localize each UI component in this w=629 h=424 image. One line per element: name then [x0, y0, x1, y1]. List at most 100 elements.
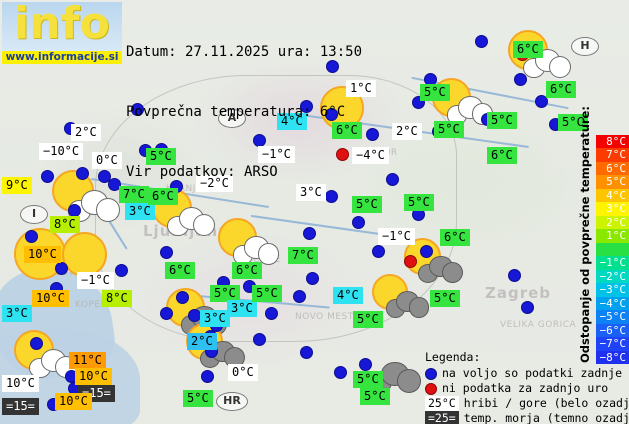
station-available-icon[interactable]: [303, 227, 316, 240]
temperature-label: 2°C: [187, 333, 217, 350]
station-available-icon[interactable]: [201, 370, 214, 383]
temperature-label: 5°C: [487, 112, 517, 129]
scale-stop-13: −5°C: [596, 310, 629, 324]
scale-stop-12: −4°C: [596, 296, 629, 311]
station-available-icon[interactable]: [115, 264, 128, 277]
station-available-icon[interactable]: [372, 245, 385, 258]
temperature-label: 5°C: [404, 194, 434, 211]
legend-item-3: =25= temp. morja (temno ozadje): [425, 411, 629, 424]
cloud-white-icon: [232, 235, 280, 265]
temperature-label: 10°C: [2, 375, 39, 392]
temperature-label: 10°C: [55, 393, 92, 410]
station-missing-icon: [425, 382, 437, 395]
scale-stop-3: 5°C: [596, 175, 629, 189]
city-label: Zagreb: [485, 284, 552, 302]
scale-stop-7: 1°C: [596, 229, 629, 243]
logo-url: www.informacije.si: [2, 51, 122, 64]
station-available-icon[interactable]: [41, 170, 54, 183]
station-available-icon[interactable]: [326, 60, 339, 73]
station-available-icon: [425, 367, 437, 380]
cloud-white-icon: [29, 347, 78, 379]
legend-item-label: na voljo so podatki zadnje ure: [442, 366, 629, 380]
station-available-icon[interactable]: [366, 128, 379, 141]
scale-stop-11: −3°C: [596, 283, 629, 297]
scale-stop-5: 3°C: [596, 202, 629, 216]
header-info: Datum: 27.11.2025 ura: 13:50 Povprečna t…: [126, 2, 362, 222]
temperature-label: 4°C: [333, 287, 363, 304]
station-available-icon[interactable]: [386, 173, 399, 186]
station-available-icon[interactable]: [334, 366, 347, 379]
temperature-label: −1°C: [77, 272, 114, 289]
station-available-icon[interactable]: [265, 307, 278, 320]
temperature-label: 10°C: [32, 290, 69, 307]
station-available-icon[interactable]: [98, 170, 111, 183]
temperature-label: 9°C: [2, 177, 32, 194]
temperature-label: 6°C: [513, 41, 543, 58]
weather-icon-sun-cloud-white: [14, 330, 78, 388]
temperature-label: 2°C: [71, 124, 101, 141]
temperature-label: 6°C: [332, 122, 362, 139]
station-available-icon[interactable]: [176, 291, 189, 304]
station-available-icon[interactable]: [30, 337, 43, 350]
temperature-label: 4°C: [277, 113, 307, 130]
info-logo[interactable]: info www.informacije.si: [2, 2, 122, 64]
legend-title: Legenda:: [425, 350, 481, 364]
station-available-icon[interactable]: [359, 358, 372, 371]
station-available-icon[interactable]: [108, 178, 121, 191]
station-available-icon[interactable]: [300, 346, 313, 359]
legend-item-label: temp. morja (temno ozadje): [463, 411, 629, 424]
scale-stop-1: 7°C: [596, 148, 629, 162]
temperature-label: 6°C: [232, 262, 262, 279]
weather-icon-sun-cloud-gray: [372, 274, 430, 326]
station-available-icon[interactable]: [352, 216, 365, 229]
station-available-icon[interactable]: [160, 246, 173, 259]
city-label: KOPER: [75, 300, 108, 310]
station-available-icon[interactable]: [55, 262, 68, 275]
weather-icon-sun-cloud-white: [218, 218, 280, 274]
station-available-icon[interactable]: [521, 301, 534, 314]
temperature-label: 8°C: [50, 216, 80, 233]
scale-title: Odstopanje od povprečne temperature:: [578, 106, 592, 363]
temperature-label: −2°C: [196, 175, 233, 192]
station-available-icon[interactable]: [306, 272, 319, 285]
station-available-icon[interactable]: [420, 245, 433, 258]
station-missing-icon[interactable]: [336, 148, 349, 161]
temperature-label: 1°C: [346, 80, 376, 97]
station-available-icon[interactable]: [514, 73, 527, 86]
logo-wordmark: info: [14, 2, 110, 49]
temperature-label: 7°C: [119, 186, 149, 203]
station-available-icon[interactable]: [325, 108, 338, 121]
scale-stop-4: 4°C: [596, 188, 629, 203]
legend-item-1: ni podatka za zadnjo uro: [425, 381, 625, 396]
temperature-label: 5°C: [146, 148, 176, 165]
sea-temp-sample-tag: =25=: [425, 411, 459, 424]
station-missing-icon[interactable]: [404, 255, 417, 268]
country-marker-i: I: [20, 205, 48, 224]
sun-icon: [62, 232, 108, 278]
station-available-icon[interactable]: [25, 230, 38, 243]
temperature-label: 10°C: [75, 368, 112, 385]
scale-stop-6: 2°C: [596, 215, 629, 230]
station-available-icon[interactable]: [131, 103, 144, 116]
header-source-line: Vir podatkov: ARSO: [126, 164, 278, 180]
station-available-icon[interactable]: [293, 290, 306, 303]
temperature-label: 6°C: [148, 188, 178, 205]
station-available-icon[interactable]: [76, 167, 89, 180]
scale-stop-2: 6°C: [596, 161, 629, 176]
scale-stop-16: −8°C: [596, 350, 629, 364]
station-available-icon[interactable]: [300, 100, 313, 113]
station-available-icon[interactable]: [508, 269, 521, 282]
temperature-label: 3°C: [200, 310, 230, 327]
temperature-label: 3°C: [227, 300, 257, 317]
temperature-label: 11°C: [69, 352, 106, 369]
station-available-icon[interactable]: [253, 333, 266, 346]
temperature-label: −4°C: [352, 147, 389, 164]
station-available-icon[interactable]: [475, 35, 488, 48]
legend-rows: na voljo so podatki zadnje ure ni podatka…: [425, 366, 629, 424]
temperature-label: 5°C: [430, 290, 460, 307]
station-available-icon[interactable]: [160, 307, 173, 320]
legend-item-label: ni podatka za zadnjo uro: [442, 381, 609, 395]
country-marker-hr: HR: [216, 392, 248, 411]
station-available-icon[interactable]: [535, 95, 548, 108]
